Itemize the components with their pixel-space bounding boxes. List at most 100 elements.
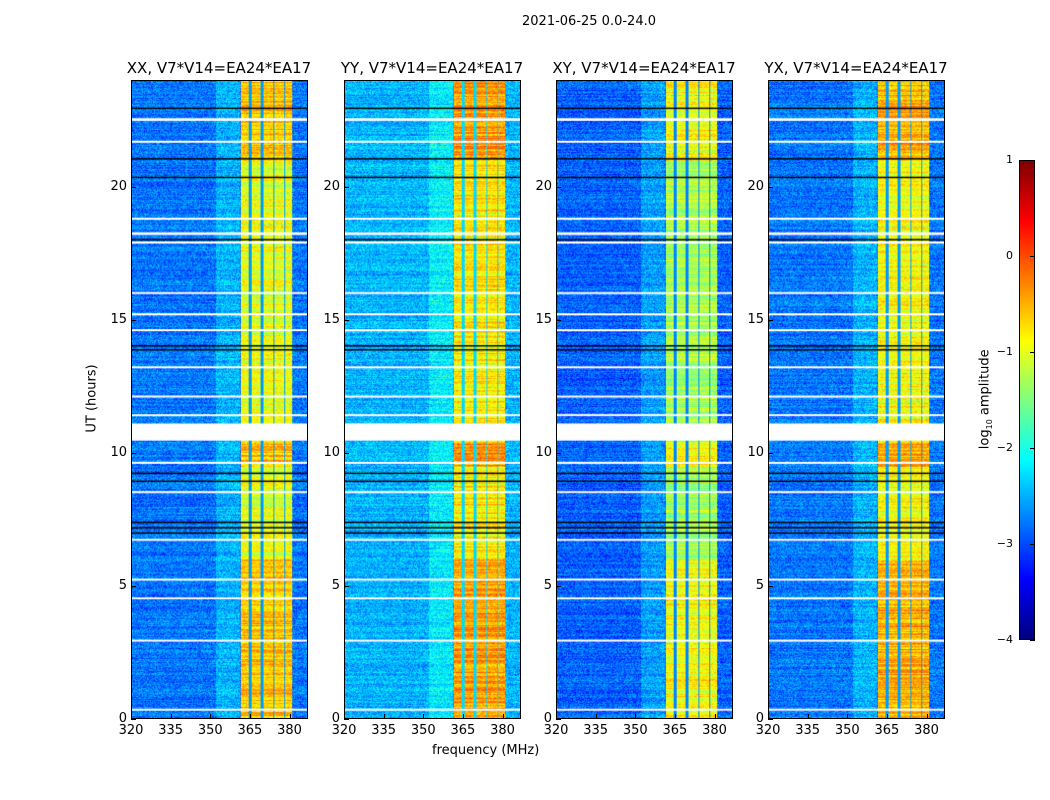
x-tick-label: 365 bbox=[662, 723, 688, 738]
x-tick-label: 320 bbox=[118, 723, 144, 738]
x-tick-label: 380 bbox=[277, 723, 302, 738]
x-tick-mark bbox=[462, 714, 464, 719]
colorbar bbox=[1019, 160, 1035, 640]
y-tick-label: 15 bbox=[323, 311, 340, 327]
x-tick-label: 365 bbox=[874, 723, 900, 738]
colorbar-tick-label: 0 bbox=[1006, 249, 1013, 262]
y-tick-label: 10 bbox=[110, 444, 127, 460]
x-tick-mark bbox=[635, 714, 637, 719]
y-tick-mark bbox=[768, 452, 773, 454]
heatmap-panel-2 bbox=[556, 80, 733, 719]
panel-title: YX, V7*V14=EA24*EA17 bbox=[764, 59, 948, 77]
colorbar-label: log10 amplitude bbox=[977, 349, 995, 450]
x-tick-label: 335 bbox=[583, 723, 609, 738]
x-tick-mark bbox=[210, 714, 212, 719]
x-tick-mark bbox=[289, 714, 291, 719]
x-tick-mark bbox=[847, 714, 849, 719]
x-tick-label: 335 bbox=[158, 723, 184, 738]
colorbar-tick-mark bbox=[1030, 448, 1035, 449]
y-tick-label: 0 bbox=[543, 711, 552, 726]
x-tick-label: 350 bbox=[197, 723, 223, 738]
colorbar-tick-label: 1 bbox=[1006, 153, 1013, 166]
x-tick-label: 320 bbox=[331, 723, 357, 738]
x-tick-label: 320 bbox=[755, 723, 781, 738]
y-tick-label: 5 bbox=[543, 577, 552, 593]
y-tick-label: 20 bbox=[535, 178, 552, 194]
heatmap-image bbox=[557, 81, 732, 718]
y-tick-mark bbox=[556, 452, 561, 454]
x-tick-label: 335 bbox=[371, 723, 397, 738]
x-tick-mark bbox=[674, 714, 676, 719]
x-tick-mark bbox=[556, 714, 557, 719]
x-tick-label: 350 bbox=[622, 723, 648, 738]
y-tick-label: 10 bbox=[535, 444, 552, 460]
y-tick-mark bbox=[768, 719, 773, 720]
y-tick-mark bbox=[768, 186, 773, 188]
x-tick-mark bbox=[926, 714, 928, 719]
panel-title: YY, V7*V14=EA24*EA17 bbox=[340, 59, 524, 77]
x-tick-label: 350 bbox=[834, 723, 860, 738]
colorbar-tick-mark bbox=[1030, 160, 1035, 161]
y-tick-label: 20 bbox=[747, 178, 764, 194]
y-tick-mark bbox=[768, 585, 773, 587]
y-tick-label: 5 bbox=[331, 577, 340, 593]
colorbar-tick-label: −3 bbox=[996, 537, 1013, 550]
y-tick-mark bbox=[131, 719, 136, 720]
y-tick-label: 5 bbox=[118, 577, 127, 593]
x-tick-label: 335 bbox=[795, 723, 821, 738]
x-tick-mark bbox=[807, 714, 809, 719]
y-tick-label: 10 bbox=[323, 444, 340, 460]
y-tick-mark bbox=[556, 719, 561, 720]
y-tick-mark bbox=[344, 585, 349, 587]
y-tick-label: 15 bbox=[747, 311, 764, 327]
colorbar-tick-label: −4 bbox=[996, 633, 1013, 646]
y-tick-mark bbox=[344, 319, 349, 321]
heatmap-panel-3 bbox=[768, 80, 945, 719]
x-tick-mark bbox=[502, 714, 504, 719]
panel-title: XX, V7*V14=EA24*EA17 bbox=[126, 59, 312, 77]
colorbar-tick-mark bbox=[1030, 544, 1035, 545]
y-tick-label: 20 bbox=[323, 178, 340, 194]
y-tick-label: 0 bbox=[755, 711, 764, 726]
y-tick-label: 0 bbox=[331, 711, 340, 726]
x-tick-label: 365 bbox=[237, 723, 263, 738]
x-tick-label: 350 bbox=[410, 723, 436, 738]
y-tick-mark bbox=[131, 452, 136, 454]
x-tick-mark bbox=[886, 714, 888, 719]
panel-title: XY, V7*V14=EA24*EA17 bbox=[552, 59, 736, 77]
heatmap-image bbox=[769, 81, 944, 718]
y-tick-mark bbox=[131, 186, 136, 188]
colorbar-tick-mark bbox=[1030, 352, 1035, 353]
y-tick-mark bbox=[768, 319, 773, 321]
y-tick-mark bbox=[344, 186, 349, 188]
x-tick-mark bbox=[423, 714, 425, 719]
y-tick-label: 15 bbox=[110, 311, 127, 327]
colorbar-tick-label: −1 bbox=[996, 345, 1013, 358]
x-tick-label: 365 bbox=[450, 723, 476, 738]
x-tick-mark bbox=[249, 714, 251, 719]
y-tick-mark bbox=[131, 319, 136, 321]
figure-title: 2021-06-25 0.0-24.0 bbox=[522, 14, 656, 29]
colorbar-tick-label: −2 bbox=[996, 441, 1013, 454]
x-tick-mark bbox=[131, 714, 132, 719]
heatmap-panel-1 bbox=[344, 80, 521, 719]
y-tick-mark bbox=[344, 452, 349, 454]
y-tick-mark bbox=[131, 585, 136, 587]
y-tick-label: 10 bbox=[747, 444, 764, 460]
x-tick-mark bbox=[383, 714, 385, 719]
x-tick-label: 380 bbox=[490, 723, 515, 738]
y-tick-label: 15 bbox=[535, 311, 552, 327]
colorbar-tick-mark bbox=[1030, 256, 1035, 257]
heatmap-image bbox=[345, 81, 520, 718]
y-tick-label: 20 bbox=[110, 178, 127, 194]
heatmap-panel-0 bbox=[131, 80, 308, 719]
x-tick-label: 380 bbox=[914, 723, 939, 738]
x-tick-mark bbox=[170, 714, 172, 719]
x-tick-label: 380 bbox=[702, 723, 727, 738]
y-tick-mark bbox=[556, 319, 561, 321]
colorbar-tick-mark bbox=[1030, 640, 1035, 641]
y-axis-label: UT (hours) bbox=[84, 364, 100, 433]
x-tick-mark bbox=[344, 714, 345, 719]
y-tick-mark bbox=[344, 719, 349, 720]
y-tick-mark bbox=[556, 186, 561, 188]
